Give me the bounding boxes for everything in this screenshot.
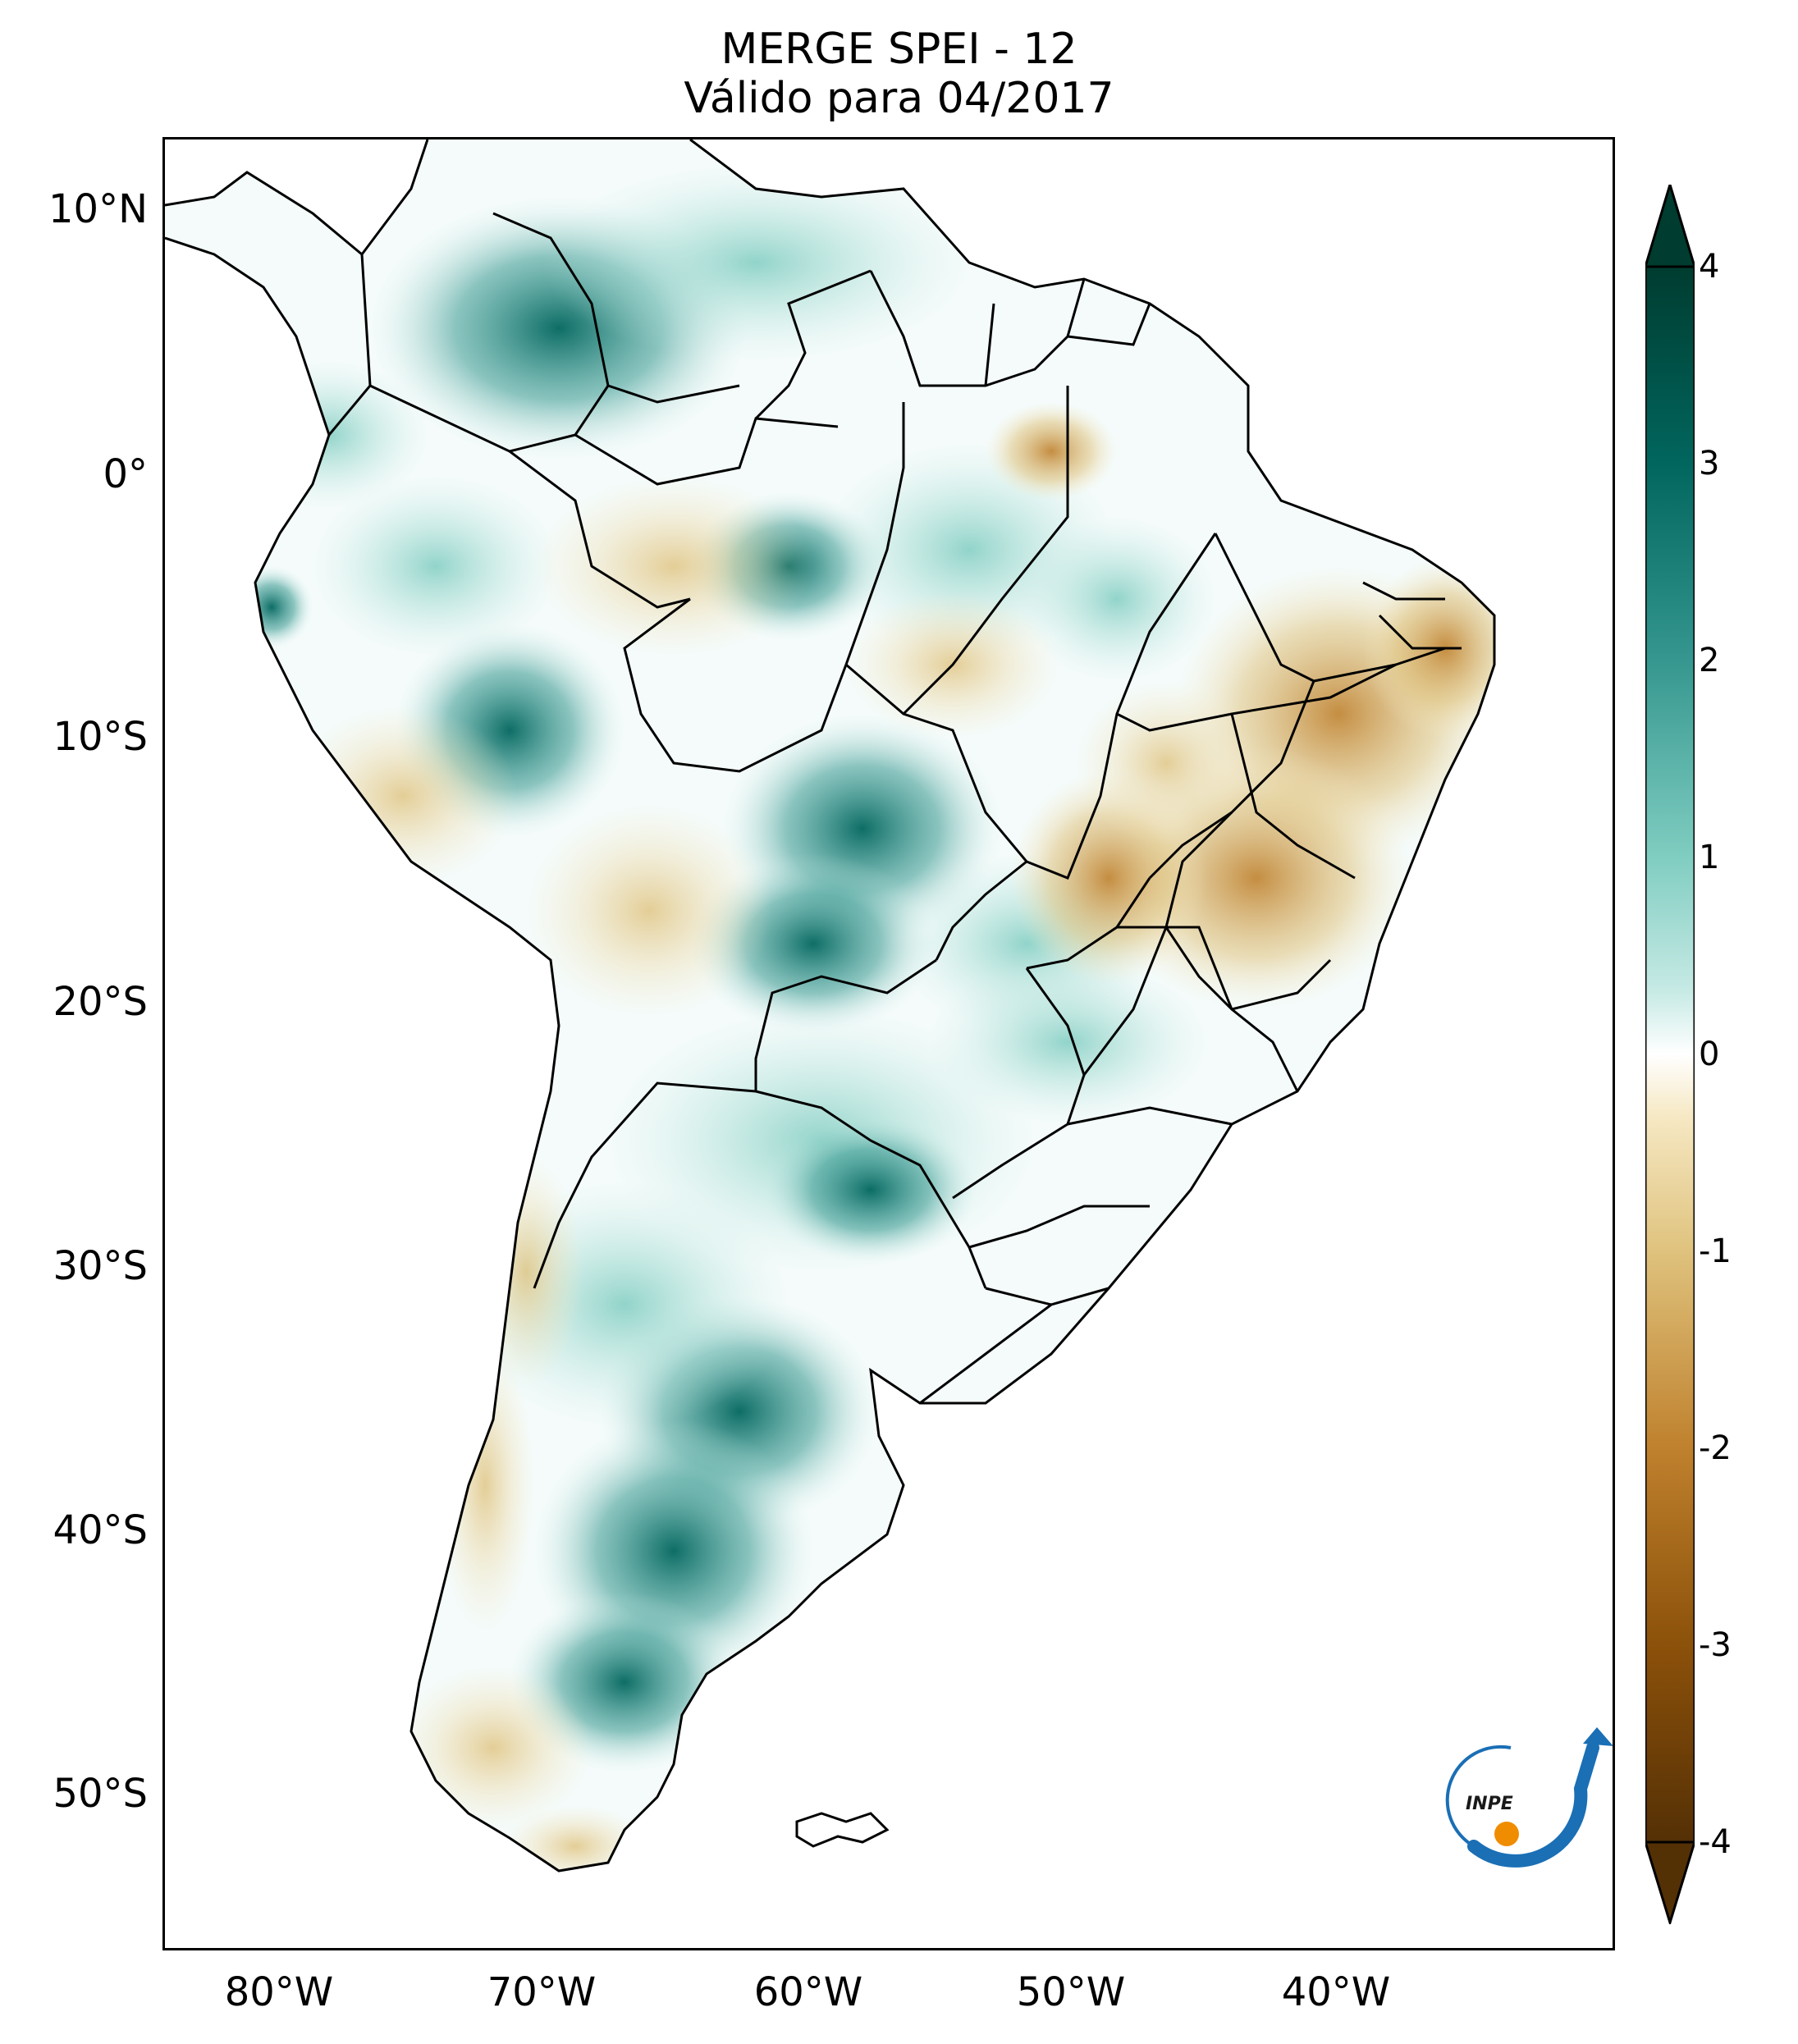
spei-field [165, 139, 1494, 1871]
lat-label-0: 0° [103, 451, 148, 497]
colorbar-tick-neg3: -3 [1699, 1626, 1732, 1664]
colorbar-tick-3: 3 [1699, 445, 1720, 482]
lon-label-80w: 80°W [224, 1969, 334, 2015]
lat-label-30s: 30°S [53, 1243, 148, 1289]
lat-label-10n: 10°N [48, 186, 148, 232]
inpe-logo: INPE [1445, 1727, 1613, 1868]
map-title: MERGE SPEI - 12 [721, 25, 1077, 74]
colorbar-tick-neg4: -4 [1699, 1823, 1732, 1861]
south-america-map: INPE [165, 139, 1613, 1873]
colorbar-gradient [1645, 265, 1695, 1844]
colorbar-tick-neg2: -2 [1699, 1429, 1732, 1467]
lon-label-60w: 60°W [753, 1969, 863, 2015]
colorbar-tick-4: 4 [1699, 248, 1720, 286]
colorbar-tick-0: 0 [1699, 1036, 1720, 1073]
lat-label-40s: 40°S [53, 1507, 148, 1553]
colorbar-tick-1: 1 [1699, 839, 1720, 876]
colorbar [1645, 185, 1695, 1924]
colorbar-tick-neg1: -1 [1699, 1232, 1732, 1270]
lon-label-40w: 40°W [1281, 1969, 1391, 2015]
colorbar-extend-bottom [1645, 1841, 1695, 1924]
map-subtitle: Válido para 04/2017 [684, 74, 1114, 123]
colorbar-extend-top [1645, 185, 1695, 268]
falkland-islands [795, 1812, 890, 1848]
colorbar-tick-2: 2 [1699, 642, 1720, 679]
political-borders [327, 212, 1462, 1405]
inpe-logo-text: INPE [1466, 1794, 1513, 1814]
lon-label-70w: 70°W [487, 1969, 597, 2015]
lon-label-50w: 50°W [1016, 1969, 1126, 2015]
coastline [165, 139, 1496, 1873]
lat-label-10s: 10°S [53, 714, 148, 760]
lat-label-20s: 20°S [53, 979, 148, 1025]
lat-label-50s: 50°S [53, 1771, 148, 1817]
map-panel: INPE [162, 137, 1615, 1950]
